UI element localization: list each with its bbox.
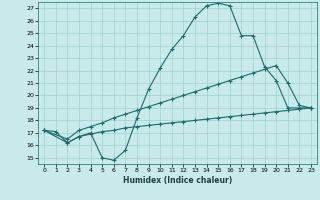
X-axis label: Humidex (Indice chaleur): Humidex (Indice chaleur) (123, 176, 232, 185)
